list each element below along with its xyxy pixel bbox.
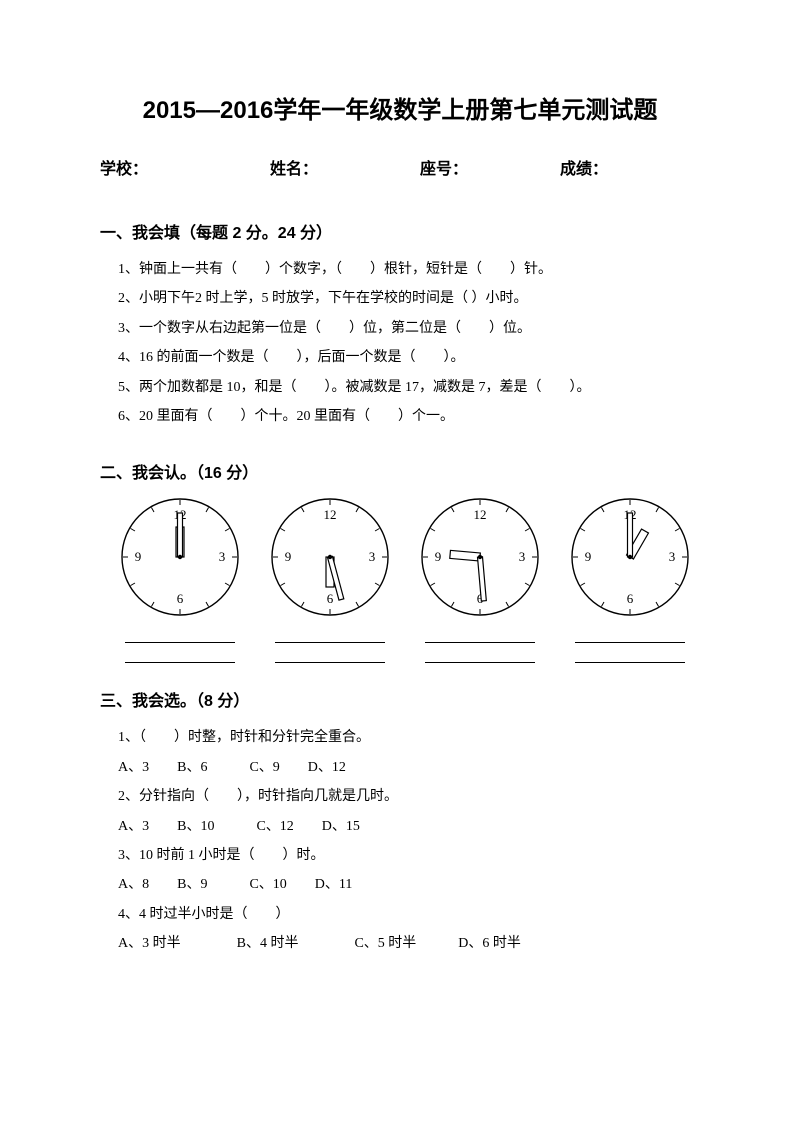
svg-text:6: 6 <box>327 591 334 606</box>
clock-1: 12369 <box>110 495 250 663</box>
clock-face: 12369 <box>568 495 692 619</box>
page-title: 2015—2016学年一年级数学上册第七单元测试题 <box>100 90 700 125</box>
svg-text:12: 12 <box>324 507 337 522</box>
info-header: 学校： 姓名： 座号： 成绩： <box>100 155 700 179</box>
svg-text:9: 9 <box>585 549 592 564</box>
answer-line <box>275 629 385 643</box>
section1-title: 一、我会填（每题 2 分。24 分） <box>100 219 700 243</box>
s3-q4: 4、4 时过半小时是（ ） <box>118 900 700 929</box>
svg-text:6: 6 <box>627 591 634 606</box>
answer-line <box>125 649 235 663</box>
answer-line <box>575 629 685 643</box>
school-label: 学校： <box>100 155 270 179</box>
clock-4: 12369 <box>560 495 700 663</box>
s3-q4-opts: A、3 时半 B、4 时半 C、5 时半 D、6 时半 <box>118 929 700 958</box>
svg-text:6: 6 <box>177 591 184 606</box>
s1-q1: 1、钟面上一共有（ ）个数字，（ ）根针，短针是（ ）针。 <box>118 255 700 284</box>
answer-line <box>425 649 535 663</box>
clock-2: 12 3 6 9 <box>260 495 400 663</box>
s1-q2: 2、小明下午2 时上学，5 时放学，下午在学校的时间是（ ）小时。 <box>118 284 700 313</box>
s1-q5: 5、两个加数都是 10，和是（ ）。被减数是 17，减数是 7，差是（ ）。 <box>118 373 700 402</box>
answer-line <box>125 629 235 643</box>
svg-text:9: 9 <box>435 549 442 564</box>
answer-line <box>425 629 535 643</box>
svg-text:3: 3 <box>369 549 376 564</box>
svg-text:3: 3 <box>669 549 676 564</box>
answer-line <box>275 649 385 663</box>
svg-text:9: 9 <box>135 549 142 564</box>
answer-line <box>575 649 685 663</box>
svg-text:3: 3 <box>219 549 226 564</box>
s1-q6: 6、20 里面有（ ）个十。20 里面有（ ）个一。 <box>118 402 700 431</box>
section2-title: 二、我会认。（16 分） <box>100 459 700 483</box>
s3-q3: 3、10 时前 1 小时是（ ）时。 <box>118 841 700 870</box>
worksheet-page: 2015—2016学年一年级数学上册第七单元测试题 学校： 姓名： 座号： 成绩… <box>0 0 800 1132</box>
s1-q3: 3、一个数字从右边起第一位是（ ）位，第二位是（ ）位。 <box>118 314 700 343</box>
section3-title: 三、我会选。（8 分） <box>100 687 700 711</box>
s3-q2: 2、分针指向（ ），时针指向几就是几时。 <box>118 782 700 811</box>
s3-q2-opts: A、3 B、10 C、12 D、15 <box>118 812 700 841</box>
s1-q4: 4、16 的前面一个数是（ ），后面一个数是（ ）。 <box>118 343 700 372</box>
clock-face: 12369 <box>418 495 542 619</box>
svg-text:3: 3 <box>519 549 526 564</box>
s3-q1: 1、（ ）时整，时针和分针完全重合。 <box>118 723 700 752</box>
s3-q3-opts: A、8 B、9 C、10 D、11 <box>118 870 700 899</box>
s3-q1-opts: A、3 B、6 C、9 D、12 <box>118 753 700 782</box>
seat-label: 座号： <box>420 155 560 179</box>
svg-text:12: 12 <box>474 507 487 522</box>
score-label: 成绩： <box>560 155 608 179</box>
name-label: 姓名： <box>270 155 420 179</box>
svg-text:9: 9 <box>285 549 292 564</box>
clock-face: 12 3 6 9 <box>268 495 392 619</box>
clock-face: 12369 <box>118 495 242 619</box>
clock-3: 12369 <box>410 495 550 663</box>
clocks-row: 12369 12369 12369 12369 <box>110 495 700 663</box>
